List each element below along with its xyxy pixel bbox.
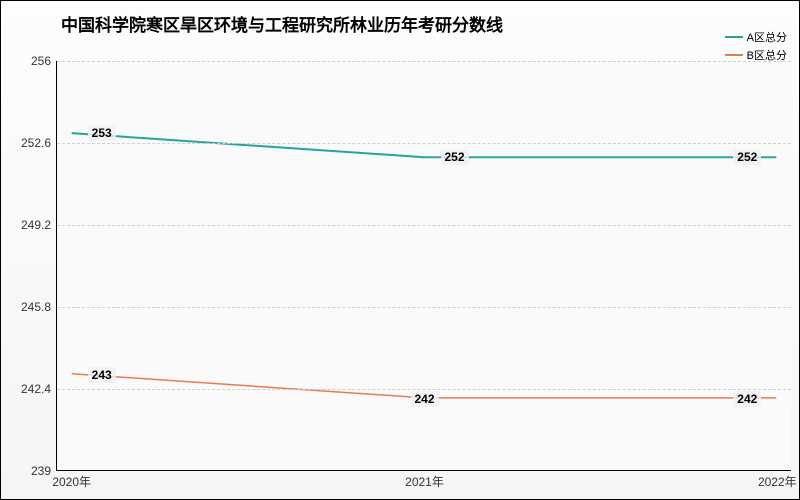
- y-tick-label: 256: [31, 54, 51, 68]
- data-label: 252: [733, 149, 761, 165]
- x-tick-label: 2022年: [758, 473, 797, 490]
- chart-lines: [57, 61, 791, 470]
- x-tick-label: 2021年: [405, 473, 444, 490]
- y-tick-label: 252.6: [21, 136, 51, 150]
- x-tick-label: 2020年: [52, 473, 91, 490]
- chart-title: 中国科学院寒区旱区环境与工程研究所林业历年考研分数线: [61, 11, 503, 36]
- y-tick-label: 245.8: [21, 300, 51, 314]
- data-label: 253: [88, 125, 116, 141]
- data-label: 243: [88, 367, 116, 383]
- legend-item: A区总分: [725, 29, 787, 45]
- gridline: [57, 61, 791, 62]
- legend: A区总分 B区总分: [725, 29, 787, 65]
- chart-container: 中国科学院寒区旱区环境与工程研究所林业历年考研分数线 A区总分 B区总分 239…: [0, 0, 800, 500]
- legend-label: A区总分: [747, 29, 787, 45]
- y-tick-label: 242.4: [21, 382, 51, 396]
- data-label: 242: [733, 391, 761, 407]
- series-line: [72, 133, 777, 157]
- gridline: [57, 225, 791, 226]
- data-label: 252: [440, 149, 468, 165]
- legend-swatch: [725, 54, 743, 56]
- y-tick-label: 249.2: [21, 218, 51, 232]
- gridline: [57, 307, 791, 308]
- plot-area: 239242.4245.8249.2252.62562020年2021年2022…: [56, 61, 791, 471]
- y-tick-label: 239: [31, 464, 51, 478]
- gridline: [57, 143, 791, 144]
- legend-swatch: [725, 36, 743, 38]
- data-label: 242: [410, 391, 438, 407]
